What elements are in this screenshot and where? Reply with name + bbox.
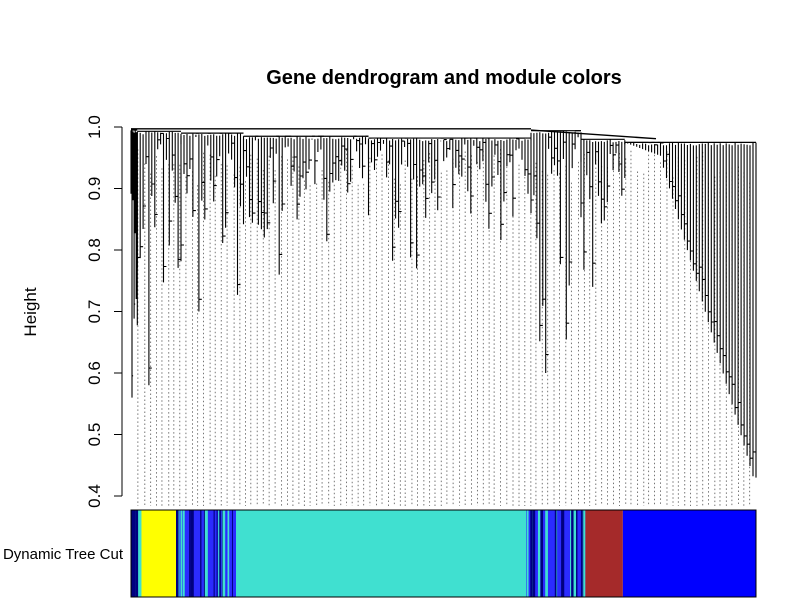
module-stripe	[218, 510, 221, 597]
module-stripe	[561, 510, 563, 597]
module-stripe	[176, 510, 179, 597]
dendrogram-cluster	[136, 130, 182, 386]
module-color-bar	[131, 510, 756, 597]
module-stripe	[222, 510, 225, 597]
module-color-segment	[139, 510, 176, 597]
y-tick-label: 0.5	[85, 423, 104, 447]
cluster-branches	[136, 131, 182, 386]
module-stripe	[189, 510, 191, 597]
module-stripe	[526, 510, 528, 597]
module-stripe	[580, 510, 583, 597]
color-bar-label: Dynamic Tree Cut	[3, 546, 124, 563]
module-stripe	[190, 510, 194, 597]
dendrogram-cluster	[367, 137, 532, 269]
dendrogram-cluster	[624, 141, 757, 478]
module-stripe	[131, 510, 134, 597]
module-stripe	[139, 510, 142, 597]
y-tick-label: 0.8	[85, 238, 104, 262]
cluster-branches	[624, 141, 757, 478]
module-stripe	[562, 510, 565, 597]
module-stripe	[570, 510, 572, 597]
y-tick-label: 0.4	[85, 484, 104, 508]
module-stripe	[135, 510, 139, 597]
y-tick-label: 0.9	[85, 177, 104, 201]
cluster-branches	[530, 130, 582, 373]
cluster-branches	[180, 132, 245, 312]
module-stripe	[583, 510, 586, 597]
module-stripe	[531, 510, 533, 597]
module-stripe	[180, 510, 183, 597]
dendrogram-tree	[130, 128, 757, 478]
module-stripe	[200, 510, 202, 597]
module-stripe	[571, 510, 574, 597]
leaf-guides	[137, 149, 751, 506]
module-color-segment	[585, 510, 623, 597]
y-tick-label: 0.7	[85, 300, 104, 324]
module-stripe	[213, 510, 215, 597]
y-tick-label: 0.6	[85, 361, 104, 385]
dendrogram-cluster	[580, 138, 626, 287]
module-stripe	[540, 510, 543, 597]
module-stripe	[231, 510, 233, 597]
module-stripe	[182, 510, 185, 597]
module-stripe	[554, 510, 557, 597]
color-bar-frame	[130, 509, 757, 598]
module-stripe	[227, 510, 230, 597]
module-stripe	[537, 510, 541, 597]
dendrogram-cluster	[180, 132, 245, 312]
module-stripe	[205, 510, 208, 597]
y-tick-label: 1.0	[85, 115, 104, 139]
module-stripe	[533, 510, 536, 597]
chart-title: Gene dendrogram and module colors	[266, 67, 622, 89]
module-stripe	[545, 510, 548, 597]
module-stripe	[132, 510, 135, 597]
module-color-segment	[622, 510, 756, 597]
cluster-branches	[242, 135, 370, 275]
module-stripe	[137, 510, 140, 597]
dendrogram-cluster	[130, 129, 138, 398]
module-stripe	[573, 510, 576, 597]
y-axis: 0.4 0.5 0.6 0.7 0.8 0.9 1.0	[85, 115, 123, 508]
y-axis-label: Height	[21, 287, 40, 336]
module-stripe	[216, 510, 218, 597]
module-stripe	[192, 510, 194, 597]
cluster-branches	[580, 139, 626, 287]
module-stripe	[204, 510, 207, 597]
module-color-segment	[236, 510, 526, 597]
module-stripe	[177, 510, 180, 597]
cluster-branches	[130, 130, 138, 398]
module-stripe	[219, 510, 221, 597]
module-stripe	[576, 510, 578, 597]
cluster-branches	[367, 137, 532, 269]
dendrogram-cluster	[530, 130, 582, 373]
dendrogram-cluster	[242, 135, 370, 275]
